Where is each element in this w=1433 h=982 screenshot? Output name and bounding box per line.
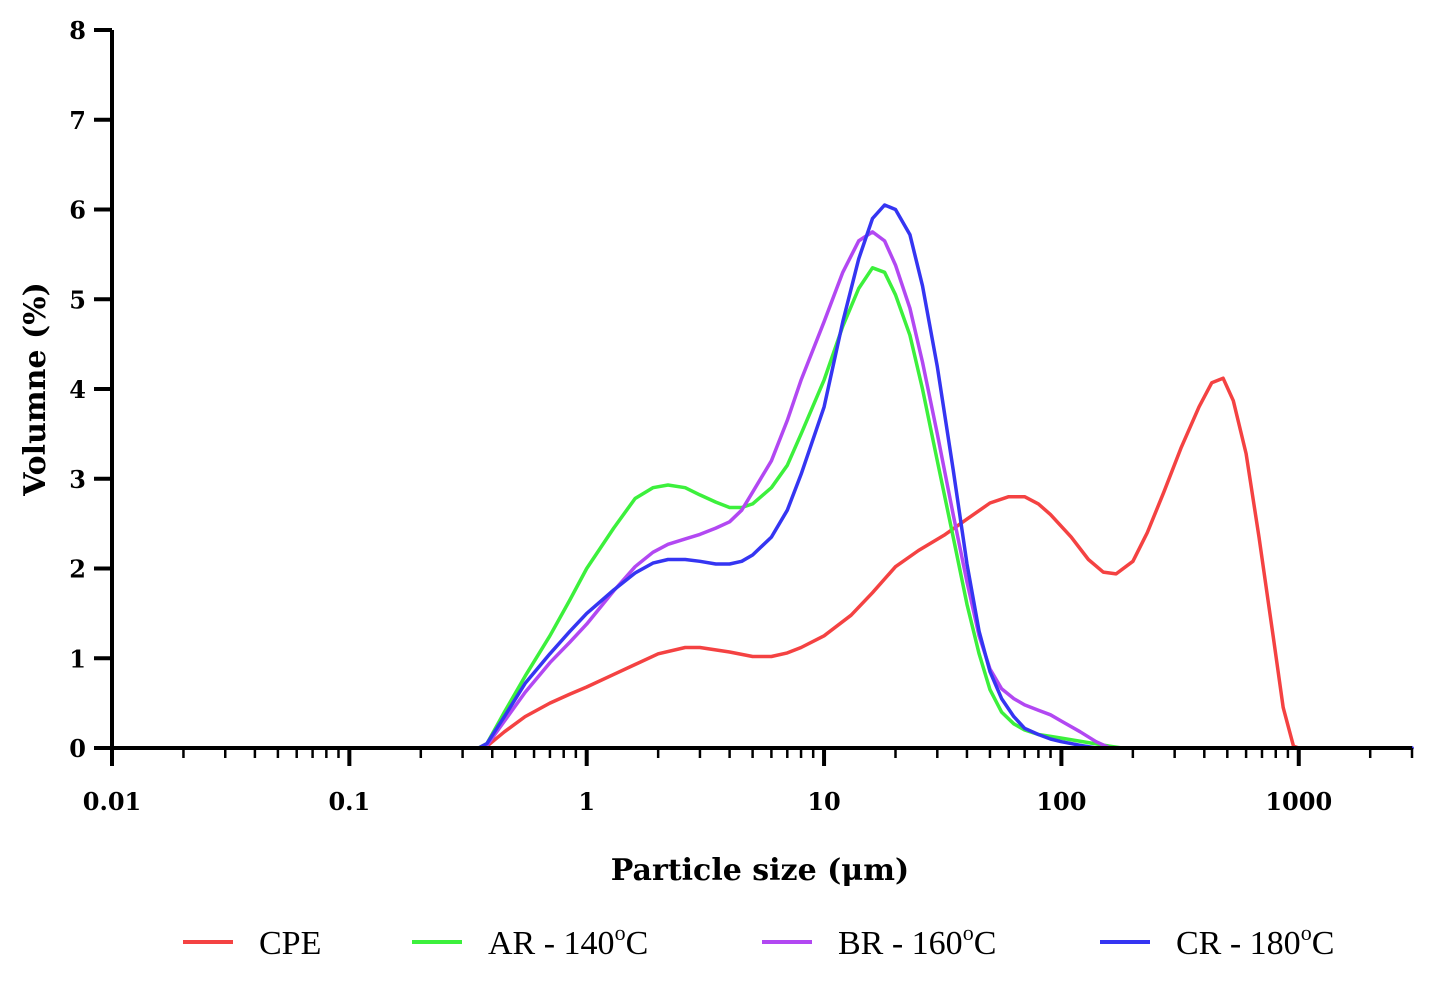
y-tick-label: 8	[69, 16, 86, 45]
series-line-3	[110, 230, 1414, 750]
y-axis-title: Volumne (%)	[18, 282, 53, 497]
x-tick-label: 1000	[1265, 787, 1332, 816]
y-tick-label: 5	[69, 285, 86, 314]
x-axis-ticks: 0.01 0.1 1 10 100 1000	[83, 748, 1414, 816]
legend-label: AR - 140oC	[488, 920, 648, 962]
y-tick-label: 1	[69, 644, 86, 673]
legend-label-unit: C	[1312, 925, 1335, 962]
y-tick-label: 7	[69, 106, 86, 135]
plot-area	[110, 203, 1414, 750]
series-line-2	[110, 266, 1414, 750]
series-line-1	[110, 376, 1414, 750]
y-tick-label: 2	[69, 555, 86, 584]
x-tick-label: 1	[578, 787, 595, 816]
legend-label-sup: o	[1301, 920, 1312, 945]
x-tick-label: 0.1	[328, 787, 370, 816]
legend-label-main: BR - 160	[838, 925, 963, 962]
series-line-4	[110, 203, 1414, 750]
legend-label-main: CR - 180	[1176, 925, 1301, 962]
legend-label: BR - 160oC	[838, 920, 996, 962]
y-tick-label: 3	[69, 465, 86, 494]
legend-label-sup: o	[963, 920, 974, 945]
x-axis-title: Particle size (μm)	[611, 853, 909, 888]
y-tick-label: 0	[69, 734, 86, 763]
legend-label: CR - 180oC	[1176, 920, 1334, 962]
legend: CPE AR - 140oC BR - 160oC CR - 180oC	[183, 920, 1334, 962]
x-tick-label: 0.01	[83, 787, 141, 816]
legend-label-unit: C	[626, 925, 649, 962]
x-tick-label: 100	[1036, 787, 1086, 816]
x-tick-label: 10	[807, 787, 840, 816]
legend-label-main: CPE	[259, 925, 321, 962]
y-tick-label: 4	[69, 375, 86, 404]
legend-label-unit: C	[974, 925, 997, 962]
legend-label-sup: o	[615, 920, 626, 945]
y-tick-label: 6	[69, 196, 86, 225]
y-axis-ticks: 0 1 2 3 4 5 6 7 8	[69, 16, 112, 763]
legend-label-main: AR - 140	[488, 925, 615, 962]
legend-label: CPE	[259, 925, 321, 962]
